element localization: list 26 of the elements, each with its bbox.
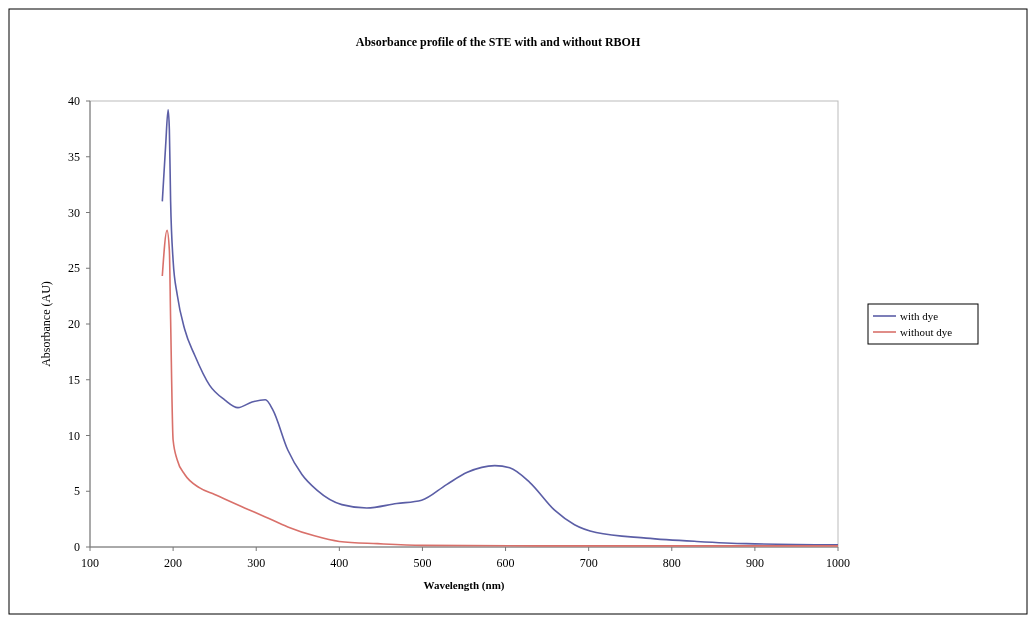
x-tick-label: 800: [662, 556, 681, 570]
x-tick-label: 500: [413, 556, 432, 570]
y-axis-title: Absorbance (AU): [39, 281, 53, 367]
x-tick-label: 600: [496, 556, 515, 570]
y-tick-label: 30: [68, 205, 80, 220]
y-tick-label: 10: [68, 428, 80, 443]
legend-label: without dye: [900, 325, 953, 338]
legend-label: with dye: [900, 309, 939, 322]
y-tick-label: 40: [68, 94, 80, 109]
x-tick-label: 900: [745, 556, 764, 570]
chart-title: Absorbance profile of the STE with and without RBOH: [355, 35, 641, 49]
x-tick-label: 1000: [826, 556, 850, 570]
y-tick-label: 35: [68, 149, 80, 164]
x-tick-label: 200: [164, 556, 183, 570]
y-tick-label: 15: [68, 372, 80, 387]
line-series: [161, 109, 839, 546]
x-tick-label: 400: [330, 556, 349, 570]
x-tick-label: 100: [81, 556, 99, 570]
x-tick-label: 300: [247, 556, 266, 570]
y-tick-label: 5: [74, 484, 80, 499]
y-tick-label: 20: [68, 317, 80, 332]
x-axis-title: Wavelength (nm): [423, 579, 505, 592]
line-series: [161, 229, 839, 547]
y-tick-label: 25: [68, 261, 80, 276]
x-tick-label: 700: [579, 556, 598, 570]
y-tick-label: 0: [74, 540, 80, 555]
